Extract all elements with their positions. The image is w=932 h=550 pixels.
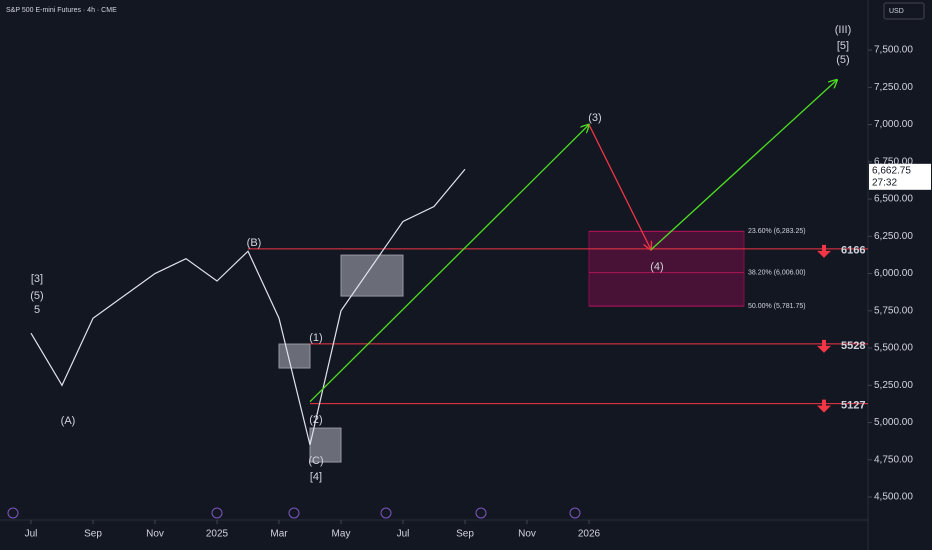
level-label: 6166 [841, 245, 865, 257]
wave-label: (5) [30, 290, 43, 302]
x-tick-label: Mar [270, 529, 288, 540]
y-tick-label: 6,750.00 [874, 156, 913, 167]
x-tick-label: Nov [146, 529, 164, 540]
wave-label: (2) [309, 414, 322, 426]
y-tick-label: 6,250.00 [874, 231, 913, 242]
currency[interactable]: USD [889, 8, 904, 15]
countdown: 27:32 [872, 177, 897, 188]
wave-label: (C) [308, 455, 323, 467]
y-tick-label: 5,000.00 [874, 417, 913, 428]
x-tick-label: Sep [456, 529, 474, 540]
wave-label: (1) [309, 332, 322, 344]
y-tick-label: 7,250.00 [874, 82, 913, 93]
projection [650, 80, 837, 251]
wave-label: [5] [837, 40, 849, 52]
fib-box [588, 230, 745, 307]
level-label: 5127 [841, 400, 865, 412]
chart-title: S&P 500 E-mini Futures · 4h · CME [6, 7, 117, 14]
x-tick-label: Nov [518, 529, 536, 540]
wave-label: (5) [836, 54, 849, 66]
wave-label: (3) [588, 112, 601, 124]
y-tick-label: 7,500.00 [874, 45, 913, 56]
fib-label: 50.00% (5,781.75) [748, 303, 806, 310]
x-tick-label: Sep [84, 529, 102, 540]
wave-label: (4) [650, 261, 663, 273]
event-icons [7, 507, 581, 519]
zone [309, 427, 342, 463]
x-tick-label: 2025 [206, 529, 229, 540]
y-tick-label: 6,000.00 [874, 268, 913, 279]
last-price-box [869, 163, 931, 190]
projection [588, 124, 651, 250]
fib-label: 38.20% (6,006.00) [748, 270, 806, 277]
level-label: 5528 [841, 340, 865, 352]
level-arrow [817, 339, 831, 353]
y-tick-label: 4,500.00 [874, 492, 913, 503]
y-tick-label: 6,500.00 [874, 194, 913, 205]
fib-label: 23.60% (6,283.25) [748, 228, 806, 235]
x-tick-label: May [332, 529, 351, 540]
y-tick-label: 5,500.00 [874, 343, 913, 354]
y-tick-label: 5,250.00 [874, 380, 913, 391]
currency-button[interactable] [883, 2, 925, 20]
x-tick-label: 2026 [578, 529, 601, 540]
projection [309, 125, 589, 403]
wave-label: [3] [31, 273, 43, 285]
wave-label: 5 [34, 304, 40, 316]
y-tick-label: 4,750.00 [874, 454, 913, 465]
wave-label: [4] [310, 471, 322, 483]
wave-label: (III) [835, 24, 852, 36]
wave-label: (A) [61, 415, 76, 427]
zone [278, 343, 311, 369]
x-tick-label: Jul [397, 529, 410, 540]
x-tick-label: Jul [25, 529, 38, 540]
level-arrow [817, 399, 831, 413]
zone [340, 254, 404, 297]
y-tick-label: 7,000.00 [874, 119, 913, 130]
level-arrow [817, 244, 831, 258]
last-price: 6,662.75 [872, 165, 911, 176]
price-line [30, 168, 466, 446]
y-tick-label: 5,750.00 [874, 305, 913, 316]
wave-label: (B) [247, 237, 262, 249]
